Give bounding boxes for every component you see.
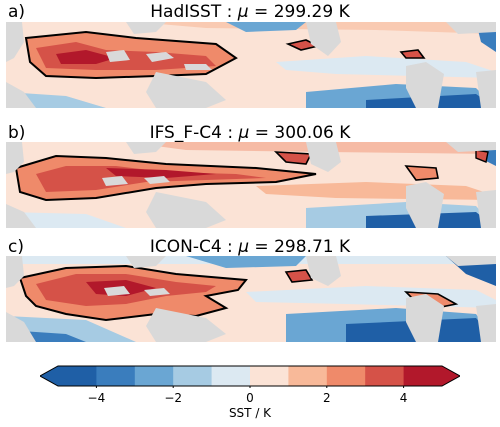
colorbar-label: SST / K (228, 406, 272, 420)
colorbar-tick-label: 4 (399, 391, 408, 405)
sst-colorbar (40, 365, 460, 388)
title-separator: : (221, 123, 239, 143)
panel-b-label: b) (8, 123, 26, 143)
mu-symbol: μ (237, 2, 249, 22)
panel-c-mean: 298.71 (274, 237, 334, 257)
colorbar-outline (40, 365, 460, 387)
colorbar-bin (326, 366, 366, 386)
panel-a-title: HadISST : μ = 299.29 K (0, 2, 500, 22)
panel-b-mean: 300.06 (274, 123, 334, 143)
colorbar-tick-label: 0 (246, 391, 254, 405)
colorbar-bin (403, 366, 443, 386)
panel-b-title: IFS_F-C4 : μ = 300.06 K (0, 123, 500, 143)
unit-label: K (333, 123, 351, 143)
equals-sign: = (249, 123, 275, 143)
panel-b-dataset: IFS_F-C4 (149, 123, 222, 143)
colorbar-tick-label: 2 (322, 391, 331, 405)
colorbar-bin (211, 366, 251, 386)
colorbar-bin (288, 366, 328, 386)
colorbar-min-arrow (40, 366, 58, 386)
colorbar-bin (58, 366, 97, 386)
unit-label: K (333, 2, 350, 22)
colorbar-tick-label: −2 (164, 391, 183, 405)
panel-c-label: c) (8, 237, 24, 257)
equals-sign: = (249, 237, 275, 257)
mu-symbol: μ (238, 123, 250, 143)
panel-c-dataset: ICON-C4 (149, 237, 222, 257)
colorbar-bin (96, 366, 136, 386)
colorbar-bin (173, 366, 213, 386)
panel-c-sst-map (6, 256, 496, 342)
mu-symbol: μ (238, 237, 250, 257)
panel-a-sst-map (6, 22, 496, 108)
equals-sign: = (248, 2, 274, 22)
panel-a-label: a) (8, 2, 26, 22)
panel-a-mean: 299.29 (273, 2, 334, 22)
title-separator: : (221, 2, 238, 22)
panel-a-dataset: HadISST (150, 2, 222, 22)
panel-c-title: ICON-C4 : μ = 298.71 K (0, 237, 500, 257)
colorbar-max-arrow (442, 366, 460, 386)
panel-b-sst-map (6, 142, 496, 228)
title-separator: : (221, 237, 239, 257)
colorbar-bin (365, 366, 405, 386)
unit-label: K (333, 237, 351, 257)
colorbar-bin (250, 366, 289, 386)
colorbar-tick-label: −4 (87, 391, 106, 405)
colorbar-bin (134, 366, 174, 386)
